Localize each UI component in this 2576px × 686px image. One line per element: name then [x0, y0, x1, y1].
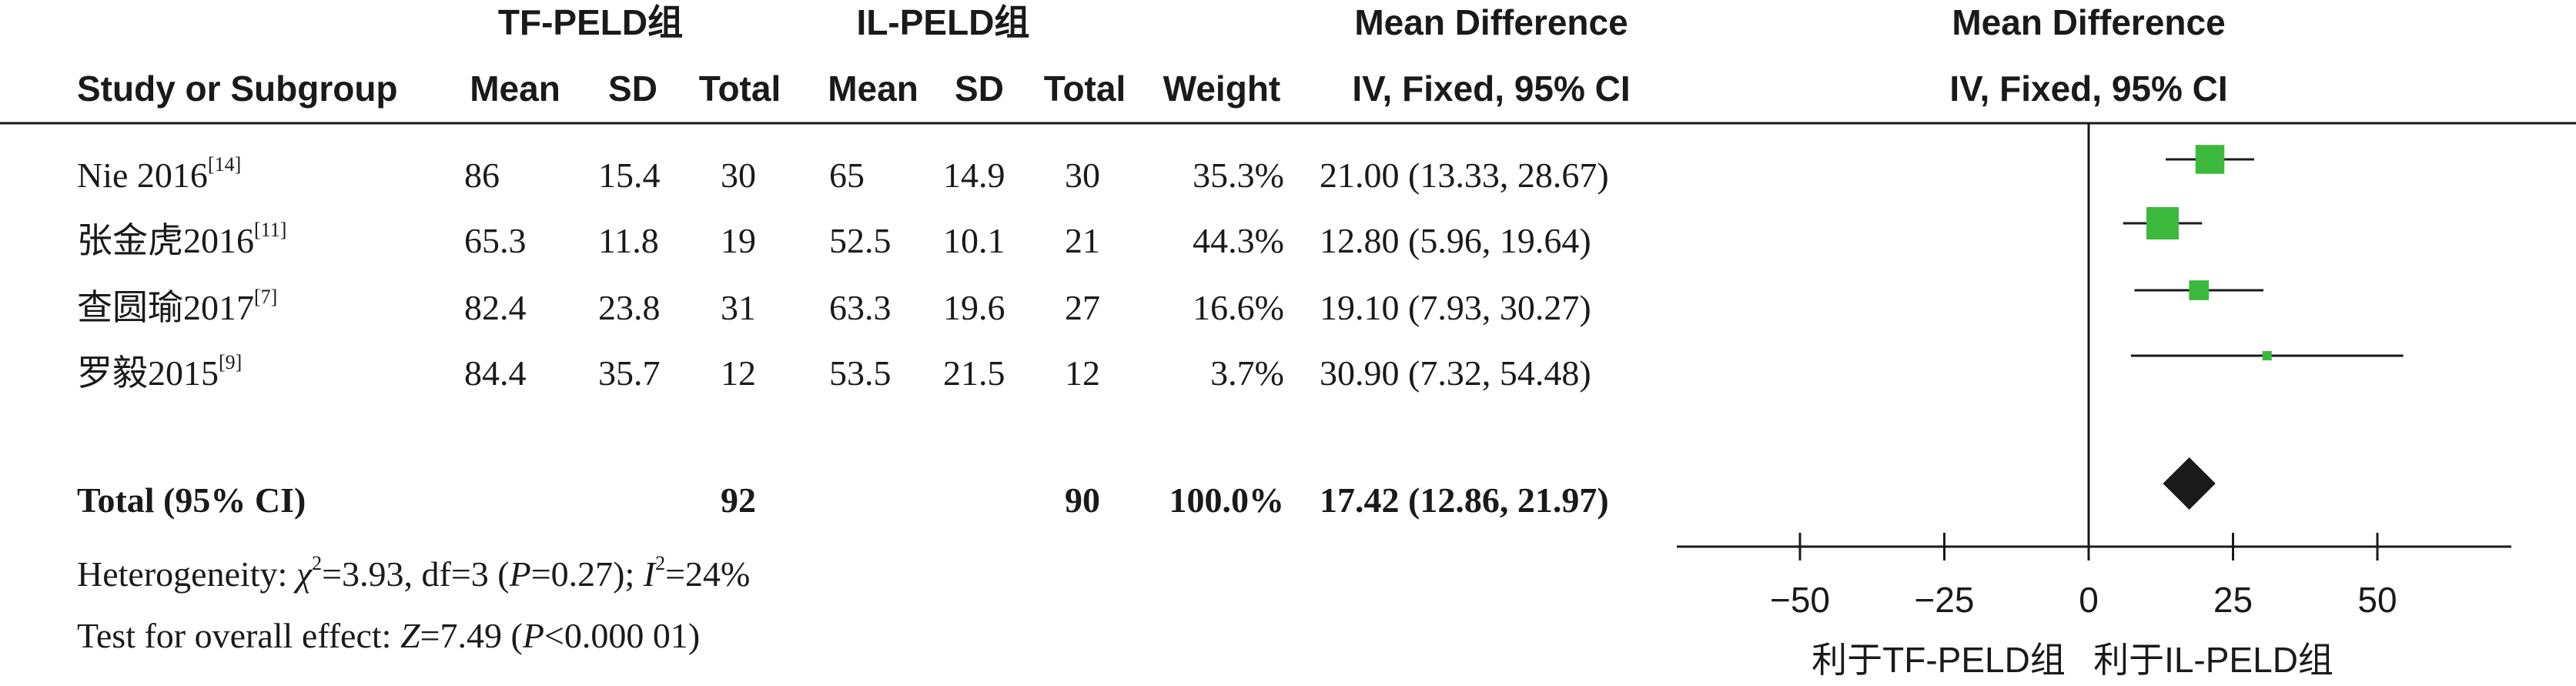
effect-size-square	[2189, 280, 2210, 300]
group2-sd-header: SD	[955, 69, 1004, 109]
group1-mean-header: Mean	[470, 69, 560, 109]
group1-sd: 15.4	[598, 156, 661, 195]
group2-total-header: Total	[1043, 69, 1126, 109]
group2-total-sum: 90	[1065, 480, 1100, 520]
group1-mean: 82.4	[464, 288, 527, 327]
x-tick-label: 25	[2213, 580, 2253, 620]
mean-difference-ci: 12.80 (5.96, 19.64)	[1320, 221, 1591, 260]
group1-sd-header: SD	[608, 69, 657, 109]
effect-size-square	[2146, 207, 2179, 239]
group2-total: 27	[1065, 288, 1100, 327]
weight-value: 44.3%	[1193, 221, 1284, 260]
group2-mean-header: Mean	[828, 69, 918, 109]
group2-mean: 65	[829, 156, 865, 195]
group2-total: 21	[1065, 221, 1100, 260]
overall-effect-test: Test for overall effect: Z=7.49 (P<0.000…	[77, 616, 701, 655]
group2-total: 12	[1065, 353, 1100, 393]
group2-mean: 53.5	[829, 353, 892, 393]
effect-size-square	[2262, 350, 2272, 361]
study-reference: [14]	[207, 153, 242, 176]
pooled-mean-difference-ci: 17.42 (12.86, 21.97)	[1320, 480, 1609, 520]
method-plot-header: IV, Fixed, 95% CI	[1949, 69, 2228, 109]
heterogeneity-statistic: Heterogeneity: χ2=3.93, df=3 (P=0.27); I…	[77, 552, 751, 594]
favours-left-label: 利于TF-PELD组	[1812, 640, 2066, 680]
study-name: Nie 2016[14]	[77, 153, 242, 195]
group1-total: 30	[721, 156, 756, 195]
group1-mean: 84.4	[464, 353, 527, 393]
group2-mean: 63.3	[829, 288, 892, 327]
group1-mean: 65.3	[464, 221, 527, 260]
x-tick-label: −25	[1914, 580, 1974, 620]
group1-mean: 86	[464, 156, 500, 195]
group1-total: 19	[721, 221, 756, 260]
group2-mean: 52.5	[829, 221, 892, 260]
study-marks	[2123, 145, 2404, 361]
weight-value: 16.6%	[1193, 288, 1284, 327]
group1-sd: 23.8	[598, 288, 661, 327]
group1-header: TF-PELD组	[497, 2, 684, 42]
group1-total-header: Total	[698, 69, 781, 109]
mean-difference-ci: 30.90 (7.32, 54.48)	[1320, 353, 1591, 393]
weight-value: 3.7%	[1210, 353, 1284, 393]
group2-sd: 10.1	[943, 221, 1005, 260]
mean-difference-ci: 21.00 (13.33, 28.67)	[1320, 156, 1609, 195]
study-name: 张金虎2016[11]	[77, 219, 287, 260]
group2-sd: 21.5	[943, 353, 1005, 393]
x-tick-label: 0	[2079, 580, 2099, 620]
group1-total: 31	[721, 288, 756, 327]
mean-difference-ci: 19.10 (7.93, 30.27)	[1320, 288, 1591, 327]
effect-size-square	[2195, 145, 2225, 174]
study-reference: [7]	[254, 286, 278, 308]
group1-total: 12	[721, 353, 756, 393]
x-tick-label: 50	[2357, 580, 2397, 620]
group1-sd: 35.7	[598, 353, 661, 393]
group2-total: 30	[1065, 156, 1100, 195]
group2-header: IL-PELD组	[856, 2, 1030, 42]
study-name: 罗毅2015[9]	[77, 351, 243, 393]
study-reference: [11]	[254, 219, 287, 241]
group2-sd: 19.6	[943, 288, 1005, 327]
pooled-effect-diamond	[2163, 457, 2216, 510]
x-tick-label: −50	[1770, 580, 1830, 620]
favours-right-label: 利于IL-PELD组	[2093, 640, 2333, 680]
group2-sd: 14.9	[943, 156, 1005, 195]
mean-difference-plot-header: Mean Difference	[1952, 2, 2226, 42]
study-column-header: Study or Subgroup	[77, 69, 398, 109]
mean-difference-column-header: Mean Difference	[1354, 2, 1628, 42]
total-weight: 100.0%	[1169, 480, 1285, 520]
study-name: 查圆瑜2017[7]	[77, 286, 278, 327]
group1-total-sum: 92	[721, 480, 756, 520]
x-axis-ticks: −50 −25 0 25 50	[1770, 533, 2397, 620]
method-column-header: IV, Fixed, 95% CI	[1352, 69, 1631, 109]
total-label: Total (95% CI)	[77, 480, 306, 520]
weight-header: Weight	[1163, 69, 1281, 109]
study-reference: [9]	[219, 351, 243, 373]
weight-value: 35.3%	[1193, 156, 1284, 195]
group1-sd: 11.8	[598, 221, 659, 260]
